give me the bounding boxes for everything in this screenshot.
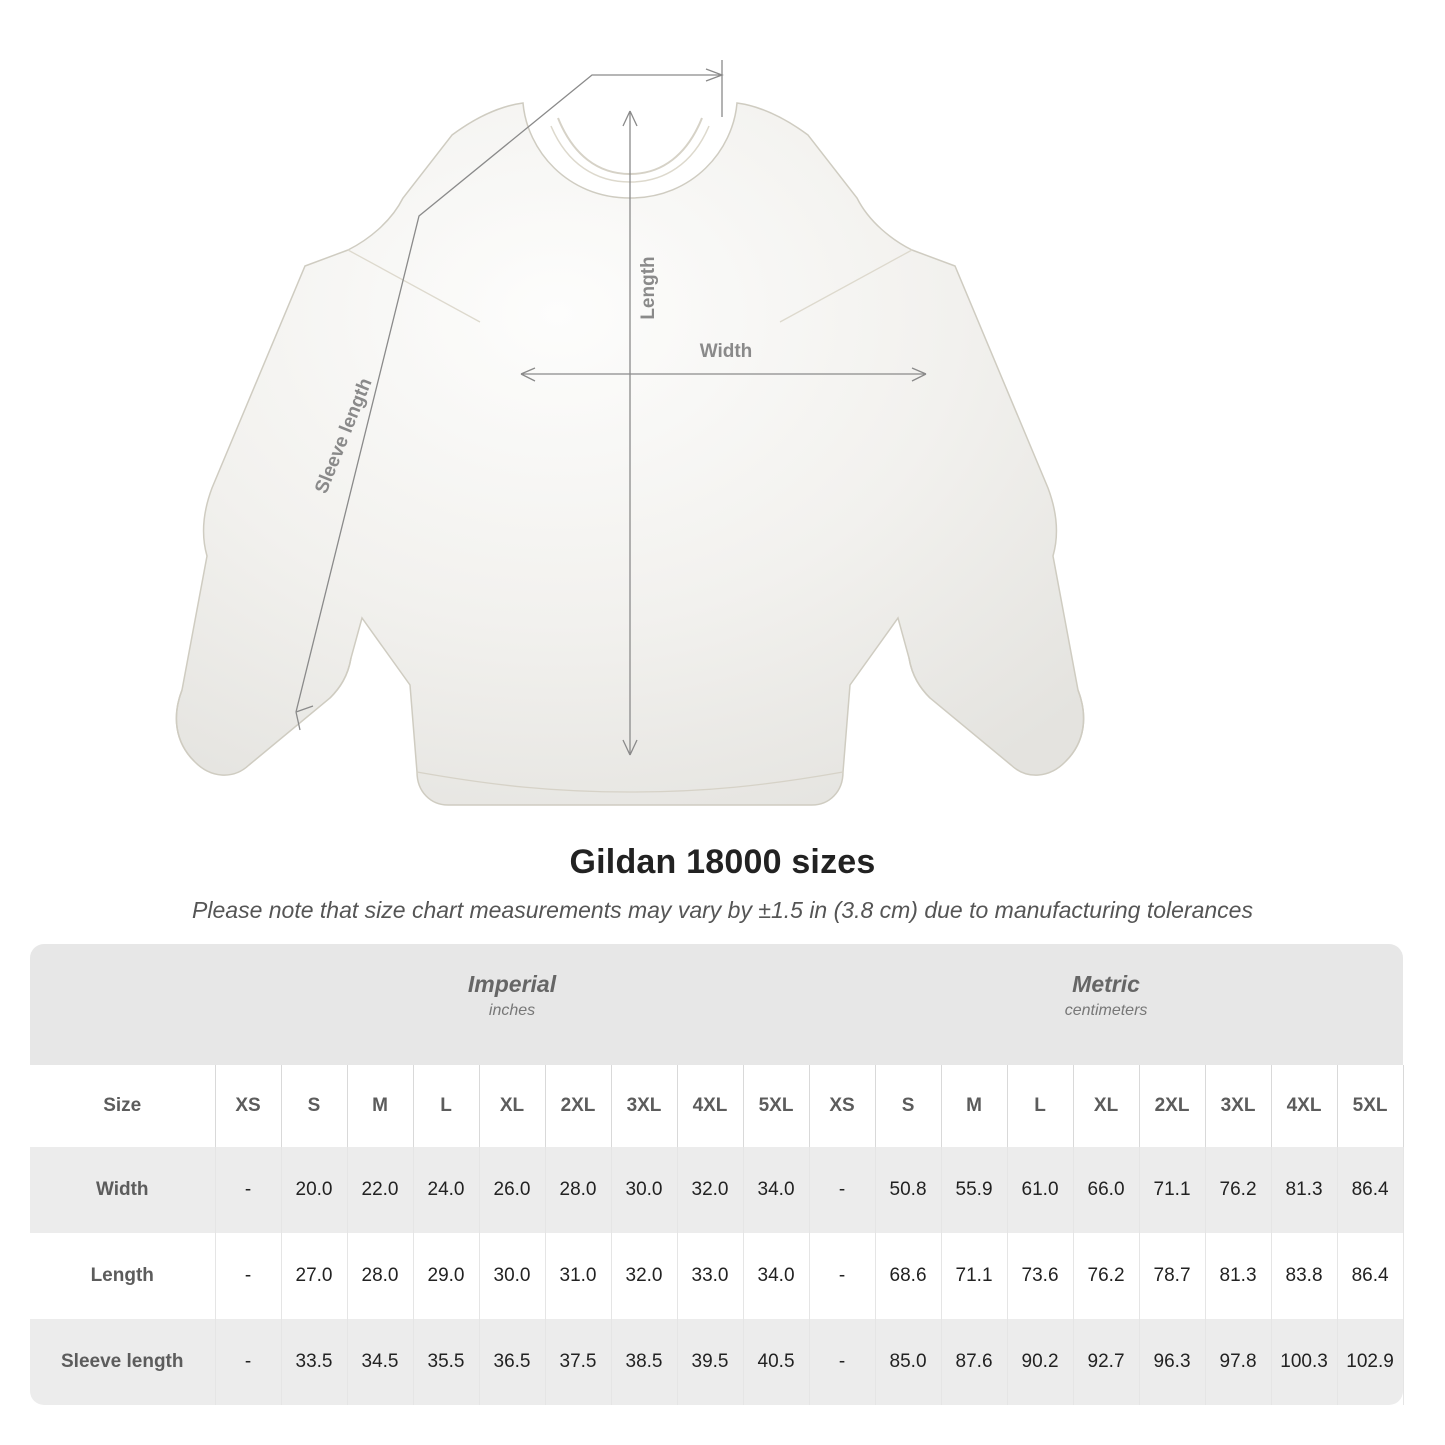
svg-text:Width: Width: [700, 341, 753, 362]
svg-text:Length: Length: [638, 256, 659, 319]
